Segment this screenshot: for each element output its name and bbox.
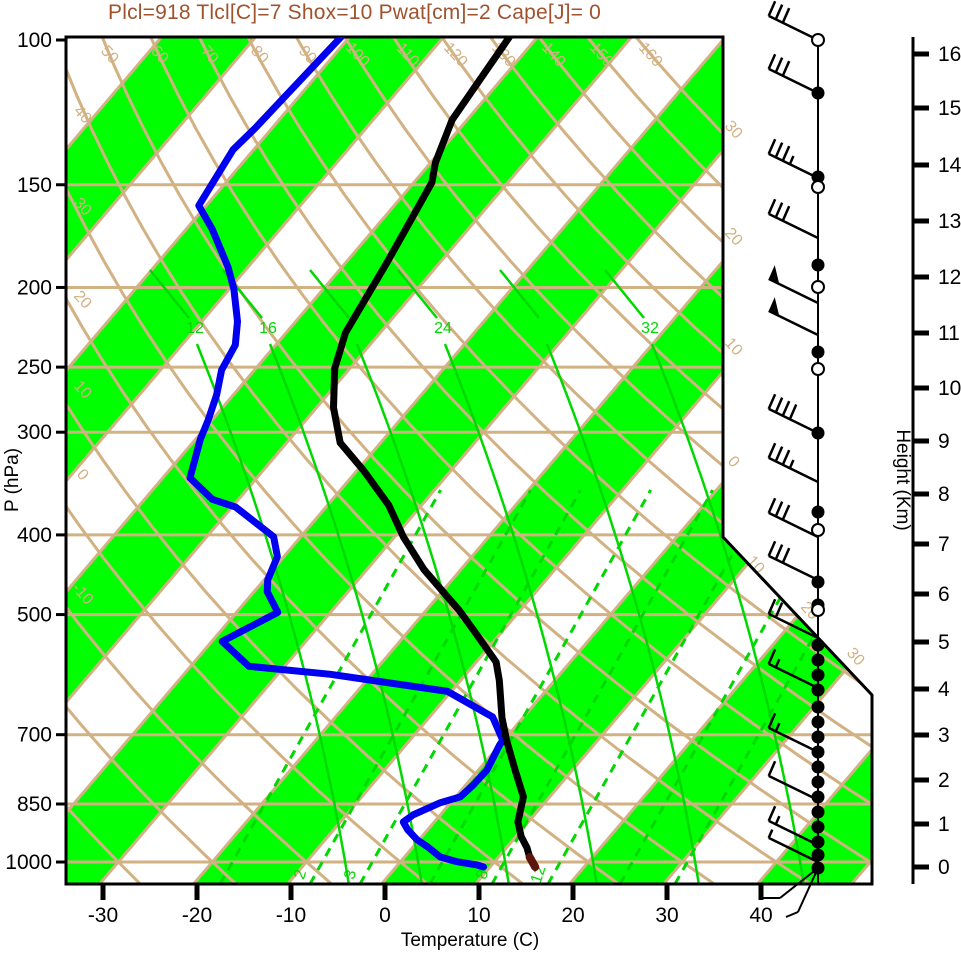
grid-line-label: 10 bbox=[743, 553, 768, 578]
temperature-axis-title: Temperature (C) bbox=[401, 930, 539, 951]
pressure-axis: 100 150 200 250 300 400 500 700 850 1000 bbox=[5, 29, 66, 874]
temperature-axis: -30 -20 -10 0 10 20 30 40 bbox=[88, 884, 773, 927]
plot-border bbox=[64, 35, 874, 886]
height-tick-label: 12 bbox=[938, 266, 961, 289]
temperature-tick-label: 30 bbox=[655, 904, 678, 927]
pressure-tick-label: 850 bbox=[17, 793, 52, 816]
pressure-tick-label: 500 bbox=[17, 604, 52, 627]
height-tick-label: 7 bbox=[938, 533, 950, 556]
wind-level-dot bbox=[811, 715, 825, 729]
temperature-curve bbox=[330, 37, 539, 871]
height-tick-label: 13 bbox=[938, 210, 961, 233]
pressure-tick-label: 100 bbox=[17, 29, 52, 52]
height-tick-label: 3 bbox=[938, 724, 950, 747]
grid-line-label: 120 bbox=[440, 39, 471, 70]
wind-level-dot bbox=[811, 848, 825, 862]
wind-level-dot bbox=[811, 668, 825, 682]
height-axis-title: Height (Km) bbox=[892, 429, 913, 530]
grid-line-label: 24 bbox=[434, 320, 452, 337]
pressure-tick-label: 400 bbox=[17, 524, 52, 547]
height-tick-label: 6 bbox=[938, 583, 950, 606]
height-tick-label: 1 bbox=[938, 813, 950, 836]
height-tick-label: 14 bbox=[938, 154, 961, 177]
temperature-tick-label: -20 bbox=[182, 904, 212, 927]
grid-line-label: 0 bbox=[724, 453, 743, 471]
pressure-tick-label: 700 bbox=[17, 724, 52, 747]
temperature-tick-label: 40 bbox=[749, 904, 772, 927]
moist-adiabat-lines bbox=[149, 269, 806, 884]
grid-line-label: 16 bbox=[259, 320, 277, 337]
grid-line-label: 3 bbox=[341, 868, 360, 882]
height-tick-label: 11 bbox=[938, 322, 960, 345]
height-tick-label: 16 bbox=[938, 43, 961, 66]
wind-level-dot bbox=[811, 170, 825, 184]
wind-level-dot bbox=[811, 775, 825, 789]
wind-level-dot bbox=[811, 805, 825, 819]
wind-level-dot bbox=[811, 861, 825, 875]
wind-level-dot bbox=[811, 683, 825, 697]
grid-line-label: 30 bbox=[721, 118, 746, 143]
height-tick-label: 10 bbox=[938, 377, 961, 400]
temperature-tick-label: 0 bbox=[379, 904, 391, 927]
wind-level-dot bbox=[811, 575, 825, 589]
grid-line-label: 80 bbox=[247, 43, 272, 68]
wind-level-dot bbox=[811, 505, 825, 519]
height-tick-label: 9 bbox=[938, 430, 950, 453]
grid-line-label: 20 bbox=[70, 288, 95, 313]
grid-line-label: 10 bbox=[721, 335, 746, 360]
temperature-tick-label: 20 bbox=[561, 904, 584, 927]
grid-line-label: 20 bbox=[721, 225, 746, 250]
height-tick-label: 8 bbox=[938, 483, 950, 506]
wind-level-dot bbox=[811, 345, 825, 359]
wind-level-dot bbox=[811, 258, 825, 272]
pressure-axis-title: P (hPa) bbox=[2, 448, 23, 512]
grid-line-label: 12 bbox=[186, 320, 204, 337]
surface-parcel-tip bbox=[525, 853, 540, 871]
grid-line-label: 50 bbox=[97, 43, 122, 68]
wind-level-circle bbox=[811, 180, 825, 194]
wind-level-dot bbox=[811, 638, 825, 652]
pressure-tick-label: 300 bbox=[17, 421, 52, 444]
wind-level-dot bbox=[811, 835, 825, 849]
wind-level-dot bbox=[811, 653, 825, 667]
pressure-tick-label: 250 bbox=[17, 356, 52, 379]
temperature-tick-label: -10 bbox=[276, 904, 306, 927]
temperature-tick-label: 10 bbox=[467, 904, 490, 927]
wind-level-circle bbox=[811, 523, 825, 537]
wind-level-dot bbox=[811, 760, 825, 774]
grid-line-label: 32 bbox=[641, 320, 659, 337]
height-tick-label: 5 bbox=[938, 631, 950, 654]
axis-titles: Temperature (C) P (hPa) Height (Km) bbox=[2, 429, 913, 951]
wind-level-dot bbox=[811, 700, 825, 714]
wind-level-circle bbox=[811, 33, 825, 47]
wind-level-dot bbox=[811, 790, 825, 804]
sounding-indices-title: Plcl=918 Tlcl[C]=7 Shox=10 Pwat[cm]=2 Ca… bbox=[108, 1, 602, 24]
wind-level-circle bbox=[811, 280, 825, 294]
wind-level-dot bbox=[811, 820, 825, 834]
grid-line-label: 30 bbox=[843, 645, 868, 670]
height-tick-label: 2 bbox=[938, 769, 950, 792]
wind-barb-column bbox=[762, 0, 825, 918]
height-tick-label: 4 bbox=[938, 678, 950, 701]
pressure-tick-label: 1000 bbox=[5, 851, 52, 874]
wind-level-circle bbox=[811, 362, 825, 376]
pressure-tick-label: 200 bbox=[17, 276, 52, 299]
wind-level-dot bbox=[811, 745, 825, 759]
dewpoint-curve bbox=[186, 37, 507, 871]
wind-level-dot bbox=[811, 426, 825, 440]
height-tick-label: 0 bbox=[938, 856, 950, 879]
wind-level-dot bbox=[811, 730, 825, 744]
pressure-tick-label: 150 bbox=[17, 174, 52, 197]
wind-level-circle bbox=[811, 603, 825, 617]
height-tick-label: 15 bbox=[938, 97, 961, 120]
wind-level-dot bbox=[811, 86, 825, 100]
temperature-tick-label: -30 bbox=[88, 904, 118, 927]
